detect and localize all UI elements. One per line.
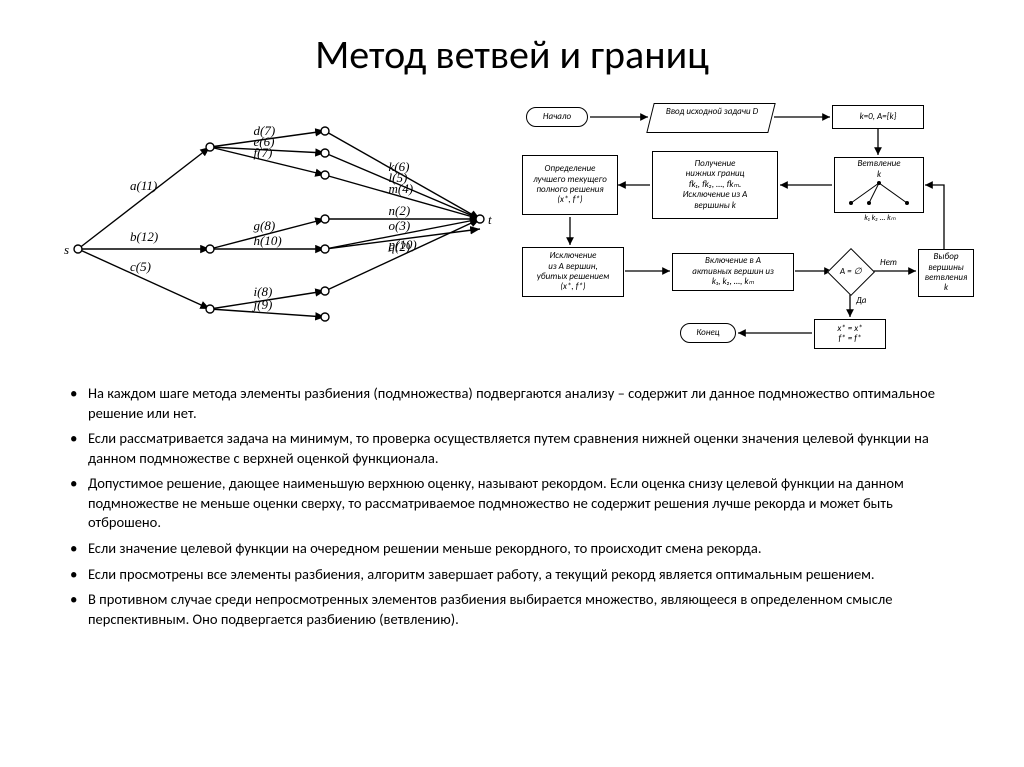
svg-text:m(4): m(4) — [389, 181, 414, 196]
network-graph: a(11)b(12)c(5)d(7)e(6)f(7)g(8)h(10)i(8)j… — [60, 109, 500, 349]
flow-end: Конец — [680, 323, 736, 343]
flow-input-label: Ввод исходной задачи D — [660, 107, 764, 117]
svg-text:f(7): f(7) — [254, 145, 273, 160]
flow-exclude: Исключение из A вершин, убитых решением … — [522, 247, 624, 297]
svg-text:q(2): q(2) — [389, 239, 411, 254]
page-title: Метод ветвей и границ — [60, 30, 964, 79]
flowchart: Начало Ввод исходной задачи D k=0, A={k}… — [520, 99, 964, 359]
bullet-item: Допустимое решение, дающее наименьшую ве… — [60, 474, 964, 533]
svg-text:a(11): a(11) — [130, 178, 157, 193]
bullet-item: Если рассматривается задача на минимум, … — [60, 429, 964, 468]
diagrams-row: a(11)b(12)c(5)d(7)e(6)f(7)g(8)h(10)i(8)j… — [60, 99, 964, 359]
bullet-item: Если просмотрены все элементы разбиения,… — [60, 565, 964, 585]
flow-init: k=0, A={k} — [832, 105, 924, 129]
svg-text:c(5): c(5) — [130, 259, 151, 274]
flow-select: Выбор вершины ветвления k — [918, 249, 974, 297]
bullet-item: Если значение целевой функции на очередн… — [60, 539, 964, 559]
flow-best: Определение лучшего текущего полного реш… — [522, 155, 618, 215]
bullet-item: В противном случае среди непросмотренных… — [60, 590, 964, 629]
svg-text:t: t — [488, 212, 492, 227]
flow-bounds: Получение нижних границ fk₁, fk₂, …, fkₘ… — [652, 151, 778, 219]
flow-include: Включение в A активных вершин из k₁, k₂,… — [672, 253, 794, 291]
svg-text:g(8): g(8) — [254, 218, 276, 233]
flow-branch-leaves: k₁ k₂ … kₘ — [840, 213, 920, 223]
svg-text:s: s — [64, 242, 69, 257]
svg-text:n(2): n(2) — [389, 203, 411, 218]
svg-text:b(12): b(12) — [130, 229, 158, 244]
flow-branch: Ветвление k — [834, 157, 924, 213]
flow-yes-label: Да — [856, 295, 866, 306]
svg-text:h(10): h(10) — [254, 233, 282, 248]
svg-text:j(9): j(9) — [252, 297, 273, 312]
flow-no-label: Нет — [880, 257, 897, 268]
flow-result: x* = x* f* = f* — [814, 319, 886, 349]
bullet-list: На каждом шаге метода элементы разбиения… — [60, 384, 964, 629]
flow-branch-title: Ветвление k — [839, 159, 919, 180]
svg-text:o(3): o(3) — [389, 218, 411, 233]
bullet-item: На каждом шаге метода элементы разбиения… — [60, 384, 964, 423]
flow-start: Начало — [526, 107, 588, 127]
